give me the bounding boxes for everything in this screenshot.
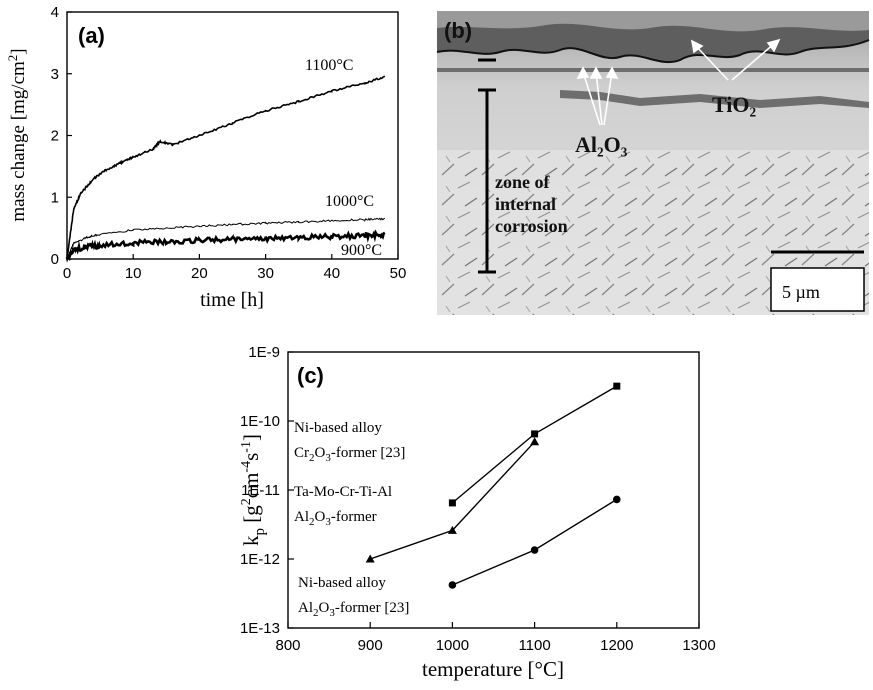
x-tick-label-c: 1100 bbox=[518, 637, 550, 654]
legend-label-tamocrtial: Ta-Mo-Cr-Ti-Al Al2O3-former bbox=[294, 484, 396, 528]
x-tick-label-a: 20 bbox=[191, 265, 208, 282]
panel-label-a: (a) bbox=[78, 23, 105, 48]
x-axis-label-c: temperature [°C] bbox=[422, 657, 564, 681]
x-tick-label-a: 50 bbox=[390, 265, 407, 282]
marker-square bbox=[613, 383, 620, 390]
al2o3-band bbox=[437, 68, 869, 72]
x-tick-label-a: 0 bbox=[63, 265, 71, 282]
marker-circle bbox=[531, 546, 539, 554]
y-tick-label-a: 1 bbox=[51, 189, 59, 206]
x-tick-label-c: 1000 bbox=[436, 637, 469, 654]
panel-c-kp-chart: 800 900 1000 1100 1200 13001E-131E-121E-111E-… bbox=[239, 344, 716, 681]
x-tick-label-c: 1300 bbox=[682, 637, 715, 654]
series-label-1100: 1100°C bbox=[305, 57, 353, 74]
y-tick-label-c: 1E-12 bbox=[240, 551, 280, 568]
marker-circle bbox=[613, 496, 621, 504]
x-tick-label-c: 900 bbox=[358, 637, 383, 654]
legend-label-al2o3-23: Ni-based alloy Al2O3-former [23] bbox=[298, 575, 409, 619]
series-label-1000: 1000°C bbox=[325, 193, 374, 210]
x-tick-label-c: 1200 bbox=[600, 637, 633, 654]
marker-triangle bbox=[530, 437, 539, 445]
x-tick-label-c: 800 bbox=[275, 637, 300, 654]
plot-frame-a bbox=[67, 12, 398, 259]
y-tick-label-c: 1E-13 bbox=[240, 620, 280, 637]
y-tick-label-a: 2 bbox=[51, 128, 59, 145]
panel-label-c: (c) bbox=[297, 363, 324, 388]
series-line-c-2 bbox=[452, 499, 616, 585]
scale-bar-label: 5 µm bbox=[782, 282, 820, 302]
series-lines-a bbox=[67, 76, 385, 259]
x-tick-label-a: 40 bbox=[323, 265, 340, 282]
y-tick-label-c: 1E-10 bbox=[240, 413, 280, 430]
panel-label-b: (b) bbox=[444, 18, 472, 43]
y-tick-label-a: 0 bbox=[51, 251, 59, 268]
legend-label-cr2o3: Ni-based alloy Cr2O3-former [23] bbox=[294, 420, 405, 464]
panel-a-mass-change-chart: 0 10 20 30 40 50 0 1 2 3 4 (a) 1100°C 1000°C 900°C… bbox=[5, 4, 406, 311]
marker-square bbox=[449, 499, 456, 506]
x-axis-label-a: time [h] bbox=[200, 289, 264, 311]
x-tick-label-a: 30 bbox=[257, 265, 274, 282]
tio2-label: TiO₂ bbox=[712, 92, 757, 117]
marker-circle bbox=[449, 581, 457, 589]
series-label-900: 900°C bbox=[341, 242, 382, 259]
y-tick-label-c: 1E-9 bbox=[248, 344, 280, 361]
y-tick-label-a: 4 bbox=[51, 4, 59, 21]
y-tick-label-a: 3 bbox=[51, 66, 59, 83]
x-tick-label-a: 10 bbox=[125, 265, 142, 282]
y-axis-label-a: mass change [mg/cm2] bbox=[5, 48, 29, 221]
series-lines-c bbox=[366, 383, 621, 589]
series-line-a-2 bbox=[67, 233, 385, 259]
panel-b-micrograph: (b) TiO₂ Al₂O₃ zone of internal corrosio… bbox=[437, 11, 869, 315]
al2o3-label: Al₂O₃ bbox=[575, 132, 628, 157]
series-line-a-0 bbox=[67, 76, 385, 259]
axis-ticks-a bbox=[67, 12, 398, 259]
marker-square bbox=[531, 430, 538, 437]
